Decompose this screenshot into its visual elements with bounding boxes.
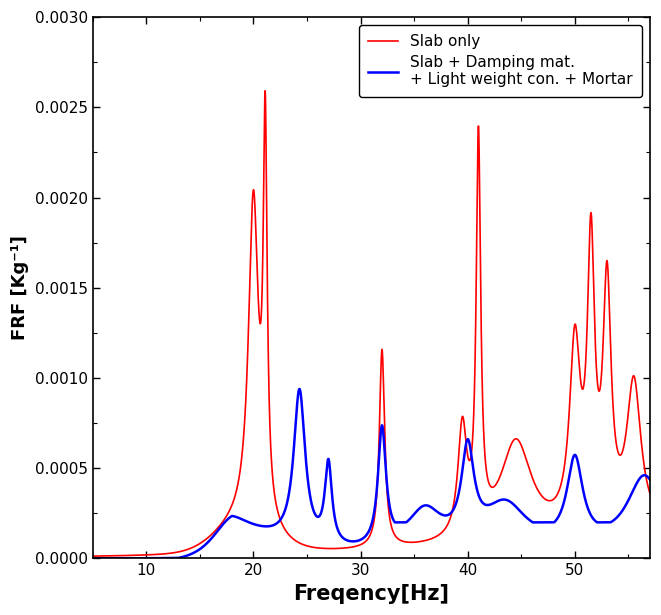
Slab + Damping mat.
+ Light weight con. + Mortar	[117, 555, 125, 562]
Slab only	[290, 536, 298, 544]
Slab + Damping mat.
+ Light weight con. + Mortar	[89, 555, 97, 562]
Slab + Damping mat.
+ Light weight con. + Mortar	[646, 476, 654, 483]
Line: Slab + Damping mat.
+ Light weight con. + Mortar: Slab + Damping mat. + Light weight con. …	[93, 389, 650, 558]
Slab + Damping mat.
+ Light weight con. + Mortar	[295, 385, 303, 392]
Slab only	[89, 552, 97, 560]
Slab only	[531, 482, 539, 490]
Slab + Damping mat.
+ Light weight con. + Mortar	[290, 438, 298, 445]
Legend: Slab only, Slab + Damping mat.
+ Light weight con. + Mortar: Slab only, Slab + Damping mat. + Light w…	[358, 25, 642, 97]
Slab + Damping mat.
+ Light weight con. + Mortar	[502, 496, 510, 504]
Slab only	[418, 538, 426, 545]
Y-axis label: FRF [Kg⁻¹]: FRF [Kg⁻¹]	[11, 236, 29, 340]
Slab only	[646, 490, 654, 497]
Slab + Damping mat.
+ Light weight con. + Mortar	[418, 502, 426, 510]
Slab only	[261, 87, 269, 95]
X-axis label: Freqency[Hz]: Freqency[Hz]	[293, 584, 449, 604]
Line: Slab only: Slab only	[93, 91, 650, 556]
Slab only	[117, 552, 125, 559]
Slab + Damping mat.
+ Light weight con. + Mortar	[443, 512, 451, 519]
Slab only	[443, 523, 451, 530]
Slab + Damping mat.
+ Light weight con. + Mortar	[531, 518, 539, 526]
Slab only	[502, 456, 510, 463]
